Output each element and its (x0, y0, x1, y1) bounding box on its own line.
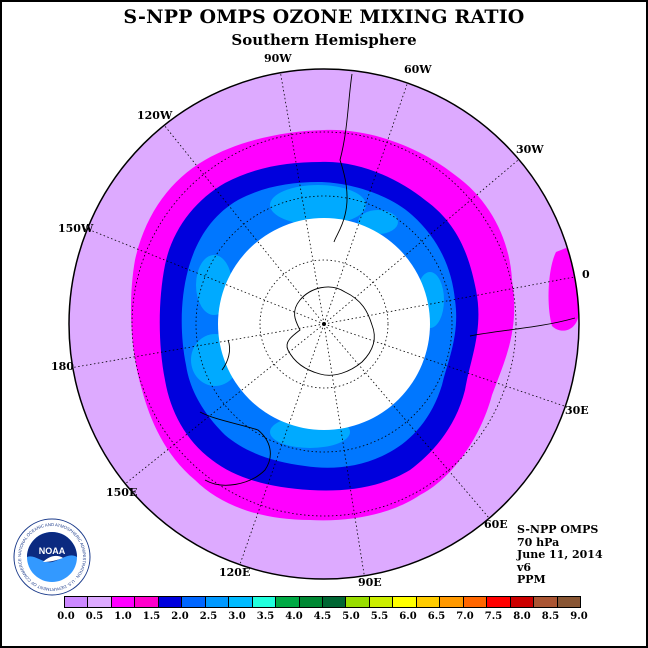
australia-coast (199, 411, 271, 486)
colorbar-tick-label: 8.0 (513, 611, 531, 622)
colorbar-tick-label: 9.0 (570, 611, 588, 622)
noaa-logo: NOAA NATIONAL OCEANIC AND ATMOSPHERIC AD… (13, 518, 91, 596)
colorbar-segment (487, 597, 511, 607)
colorbar-tick-label: 2.0 (171, 611, 189, 622)
noaa-logo-text: NOAA (39, 546, 66, 556)
new-zealand-coast (221, 339, 231, 371)
colorbar-tick-label: 7.0 (456, 611, 474, 622)
colorbar-segment (346, 597, 370, 607)
coastlines (199, 73, 576, 486)
colorbar-tick-label: 6.5 (427, 611, 446, 622)
colorbar-segment (393, 597, 417, 607)
colorbar-tick-label: 6.0 (399, 611, 417, 622)
colorbar-segment (88, 597, 112, 607)
ozone-patch-light-blue (270, 185, 366, 225)
south-america-coast (333, 73, 353, 243)
colorbar-tick-label: 5.0 (342, 611, 360, 622)
lon-label-150w: 150W (58, 222, 94, 235)
colorbar-tick-label: 1.0 (114, 611, 132, 622)
south-pole-marker (322, 322, 326, 326)
colorbar-segment (111, 597, 136, 607)
colorbar-tick-label: 7.5 (484, 611, 503, 622)
lon-label-150e: 150E (106, 486, 138, 499)
map-subtitle: Southern Hemisphere (231, 31, 417, 49)
info-level: 70 hPa (517, 535, 560, 549)
ozone-patch-magenta-edge (548, 248, 579, 331)
info-date: June 11, 2014 (517, 548, 603, 561)
colorbar-segment (299, 597, 323, 607)
colorbar-segment (463, 597, 488, 607)
info-block: S-NPP OMPS 70 hPa June 11, 2014 v6 PPM (517, 523, 603, 587)
info-instrument: S-NPP OMPS (517, 523, 599, 536)
colorbar-segment (510, 597, 535, 607)
antarctica-coast (286, 286, 375, 376)
graticule (69, 69, 579, 579)
colorbar-segment (440, 597, 464, 607)
colorbar-segment (229, 597, 253, 607)
info-units: PPM (517, 573, 546, 586)
colorbar-tick-label: 4.5 (313, 611, 332, 622)
colorbar-segment (135, 597, 159, 607)
colorbar-tick-label: 8.5 (541, 611, 560, 622)
lon-label-60w: 60W (404, 63, 432, 76)
colorbar-segment (416, 597, 441, 607)
colorbar-segment (557, 597, 580, 607)
info-version: v6 (517, 560, 532, 574)
colorbar-tick-label: 3.5 (256, 611, 275, 622)
colorbar-segment (276, 597, 300, 607)
colorbar-segment (252, 597, 277, 607)
colorbar-segment (369, 597, 394, 607)
lon-label-120w: 120W (137, 109, 173, 122)
colorbar-tick-label: 1.5 (142, 611, 161, 622)
africa-coast (469, 317, 576, 337)
colorbar-tick-label: 0.0 (57, 611, 75, 622)
colorbar-segment (158, 597, 183, 607)
map-boundary (68, 68, 580, 580)
colorbar-tick-label: 5.5 (370, 611, 389, 622)
lon-label-120e: 120E (219, 566, 251, 579)
lon-label-60e: 60E (484, 518, 508, 531)
lon-label-30e: 30E (565, 404, 589, 417)
colorbar-segment (534, 597, 558, 607)
colorbar-tick-label: 3.0 (228, 611, 246, 622)
lon-label-0: 0 (582, 268, 590, 281)
colorbar-tick-label: 4.0 (285, 611, 303, 622)
colorbar (64, 596, 581, 608)
lon-label-90w: 90W (264, 52, 292, 65)
colorbar-tick-label: 0.5 (85, 611, 104, 622)
lon-label-30w: 30W (516, 143, 544, 156)
colorbar-tick-label: 2.5 (199, 611, 218, 622)
colorbar-segment (182, 597, 206, 607)
lon-label-180: 180 (51, 360, 74, 373)
map-title: S-NPP OMPS OZONE MIXING RATIO (123, 6, 525, 28)
colorbar-segment (205, 597, 230, 607)
colorbar-segment (322, 597, 347, 607)
lon-label-90e: 90E (358, 576, 382, 589)
colorbar-segment (65, 597, 89, 607)
